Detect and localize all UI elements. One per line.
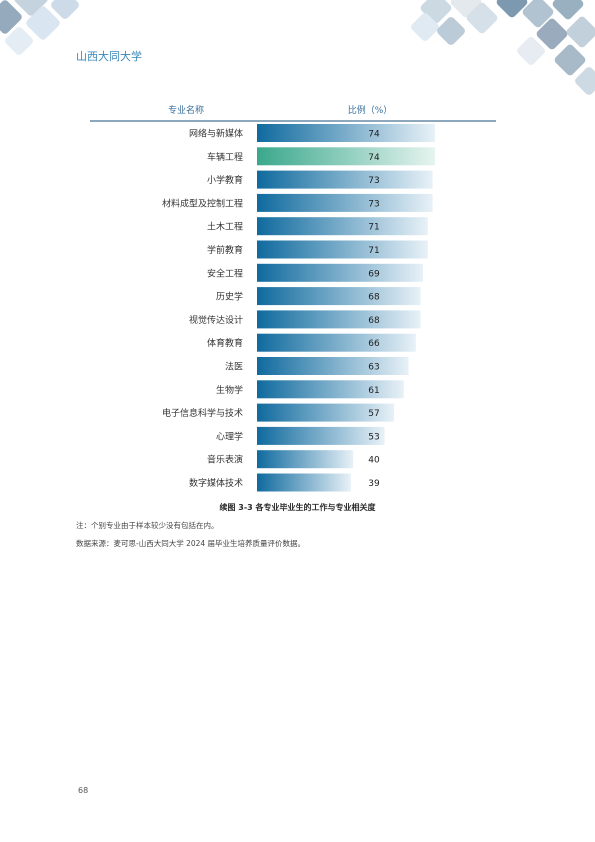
bar [257,380,404,399]
bar [257,240,428,259]
category-label: 网络与新媒体 [189,128,243,140]
value-label: 63 [368,363,379,373]
value-label: 73 [368,199,379,209]
bar [257,124,435,142]
category-label: 学前教育 [207,244,243,256]
value-label: 73 [368,176,379,186]
column-header-major: 专业名称 [168,104,204,116]
value-label: 57 [368,409,379,419]
category-label: 小学教育 [207,174,243,186]
category-label: 安全工程 [207,267,243,279]
bar [257,310,421,329]
value-label: 61 [368,386,379,396]
value-label: 68 [368,293,380,303]
page-number: 68 [78,786,89,795]
category-label: 生物学 [216,384,243,396]
category-label: 电子信息科学与技术 [162,407,243,419]
value-label: 69 [368,269,380,279]
category-label: 车辆工程 [207,151,243,163]
note-text: 注：个别专业由于样本较少没有包括在内。 [76,521,219,530]
bar [257,473,351,492]
category-label: 土木工程 [207,221,243,233]
value-label: 71 [368,223,379,233]
category-label: 心理学 [216,430,243,442]
category-label: 视觉传达设计 [189,314,243,326]
bar [257,357,409,375]
bar [257,193,433,212]
school-name: 山西大同大学 [76,50,142,63]
category-label: 数字媒体技术 [189,477,243,489]
value-label: 74 [368,153,380,163]
bar [257,450,354,469]
bar [257,287,421,306]
value-label: 39 [368,479,380,489]
category-label: 历史学 [216,291,243,303]
source-text: 数据来源：麦可思-山西大同大学 2024 届毕业生培养质量评价数据。 [76,539,306,548]
value-label: 66 [368,339,380,349]
category-label: 音乐表演 [207,454,243,466]
header-decoration [0,0,595,95]
chart-caption: 续图 3-3 各专业毕业生的工作与专业相关度 [219,503,376,512]
value-label: 53 [368,432,379,442]
category-label: 体育教育 [207,337,243,349]
value-label: 68 [368,316,380,326]
value-label: 40 [368,456,380,466]
bar [257,426,385,445]
bar [257,217,428,236]
bar-chart: 专业名称 比例（%） 网络与新媒体 74 车辆工程 74 小学教育 73 材料成型及控制工程… [90,104,496,492]
bar [257,170,433,189]
value-label: 71 [368,246,379,256]
bar [257,147,435,166]
column-header-ratio: 比例（%） [348,104,393,116]
bar [257,333,416,352]
bar [257,403,395,422]
category-label: 法医 [225,361,243,373]
category-label: 材料成型及控制工程 [162,197,243,209]
bar [257,263,423,282]
value-label: 74 [368,130,380,140]
